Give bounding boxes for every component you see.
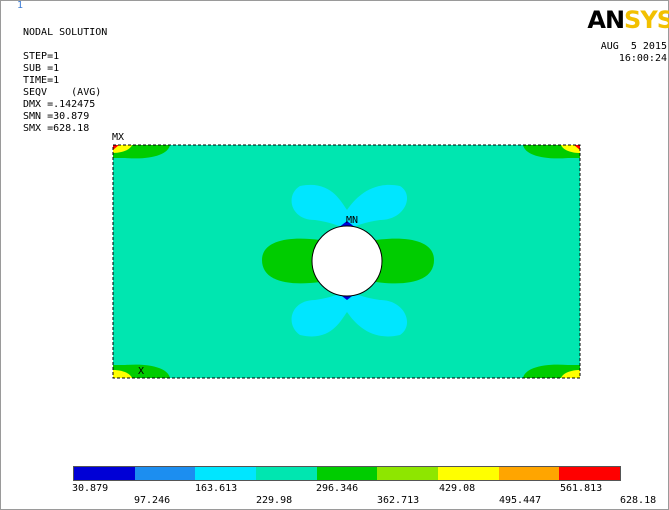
legend-label-6: 362.713 bbox=[377, 495, 420, 506]
legend-swatch-7 bbox=[438, 467, 499, 480]
upper-low-stress-region bbox=[291, 184, 408, 230]
legend-swatch-3 bbox=[195, 467, 257, 480]
window-number: 1 bbox=[17, 0, 24, 11]
date-time: AUG 5 2015 16:00:24 bbox=[601, 41, 667, 65]
ansys-logo: ANSYS bbox=[587, 6, 669, 34]
date-text: AUG 5 2015 bbox=[600, 41, 667, 52]
legend-swatch-6 bbox=[377, 467, 439, 480]
plate-hole bbox=[311, 225, 383, 297]
legend-label-8: 495.447 bbox=[499, 495, 542, 506]
right-high-stress-region bbox=[366, 238, 434, 284]
x-axis-marker: X bbox=[138, 366, 144, 377]
solution-title: NODAL SOLUTION bbox=[23, 27, 108, 38]
time-label: TIME=1 bbox=[23, 75, 60, 86]
lower-low-stress-region bbox=[291, 290, 408, 337]
legend-label-3: 163.613 bbox=[195, 483, 238, 494]
left-high-stress-region bbox=[262, 238, 330, 284]
time-text: 16:00:24 bbox=[618, 53, 667, 64]
contour-legend-bar bbox=[73, 466, 621, 481]
max-marker: MX bbox=[112, 132, 124, 143]
step-label: STEP=1 bbox=[23, 51, 60, 62]
legend-label-5: 296.346 bbox=[316, 483, 359, 494]
legend-swatch-4 bbox=[256, 467, 317, 480]
result-item-label: SEQV (AVG) bbox=[23, 87, 102, 98]
legend-label-2: 97.246 bbox=[134, 495, 171, 506]
legend-label-10: 628.18 bbox=[620, 495, 657, 506]
smn-label: SMN =30.879 bbox=[23, 111, 90, 122]
substep-label: SUB =1 bbox=[23, 63, 60, 74]
dmx-label: DMX =.142475 bbox=[23, 99, 96, 110]
legend-label-9: 561.813 bbox=[560, 483, 603, 494]
smx-label: SMX =628.18 bbox=[23, 123, 90, 134]
legend-swatch-9 bbox=[559, 467, 621, 480]
legend-label-1: 30.879 bbox=[72, 483, 109, 494]
min-marker: MN bbox=[346, 215, 358, 226]
legend-label-4: 229.98 bbox=[256, 495, 293, 506]
legend-swatch-2 bbox=[134, 467, 196, 480]
legend-label-7: 429.08 bbox=[439, 483, 476, 494]
legend-swatch-1 bbox=[74, 467, 135, 480]
legend-swatch-5 bbox=[316, 467, 378, 480]
legend-swatch-8 bbox=[498, 467, 560, 480]
